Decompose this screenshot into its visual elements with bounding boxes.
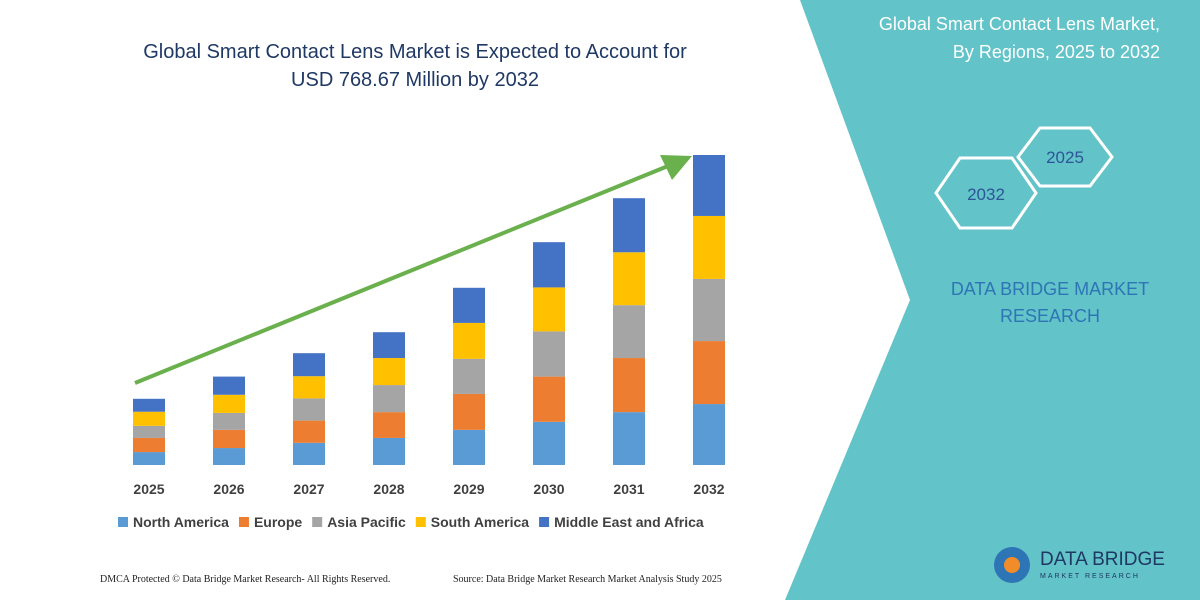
logo-tagline: MARKET RESEARCH [1040, 573, 1140, 580]
bar-segment [693, 215, 725, 279]
bar-segment [213, 448, 245, 465]
bar-segment [133, 411, 165, 426]
x-tick-label: 2025 [133, 481, 164, 497]
bar-segment [133, 398, 165, 412]
bar-segment [533, 421, 565, 465]
x-tick-label: 2029 [453, 481, 484, 497]
hexagon-label: 2032 [967, 185, 1005, 204]
bar-segment [613, 412, 645, 465]
x-tick-label: 2031 [613, 481, 644, 497]
brand-text: DATA BRIDGE MARKET [951, 279, 1149, 299]
bar-segment [373, 437, 405, 465]
legend-label: South America [431, 514, 529, 530]
hexagon [1016, 126, 1114, 188]
bar-segment [453, 322, 485, 359]
bar-segment [693, 155, 725, 216]
x-tick-label: 2030 [533, 481, 564, 497]
legend-swatch [539, 517, 550, 527]
x-tick-label: 2032 [693, 481, 724, 497]
bar-segment [293, 420, 325, 443]
bar-segment [133, 452, 165, 465]
x-tick-label: 2028 [373, 481, 404, 497]
bar-segment [453, 393, 485, 430]
bar-segment [613, 305, 645, 359]
legend-swatch [415, 517, 426, 527]
bar-segment [373, 412, 405, 438]
panel-title: By Regions, 2025 to 2032 [953, 42, 1160, 62]
bar-segment [213, 376, 245, 395]
bar-segment [133, 437, 165, 453]
legend-label: Asia Pacific [327, 514, 406, 530]
x-tick-label: 2027 [293, 481, 324, 497]
bar-segment [533, 287, 565, 332]
panel-title: Global Smart Contact Lens Market, [879, 14, 1160, 34]
bar-segment [133, 425, 165, 438]
bar-segment [293, 353, 325, 377]
hexagon [934, 156, 1038, 230]
chart-title: Global Smart Contact Lens Market is Expe… [143, 41, 687, 91]
bar-segment [613, 252, 645, 306]
bar-segment [453, 358, 485, 394]
legend-swatch [312, 517, 323, 527]
bar-segment [453, 287, 485, 323]
logo-icon [1004, 557, 1020, 573]
bar-segment [693, 341, 725, 405]
legend-swatch [118, 517, 128, 527]
legend-swatch [238, 517, 249, 527]
bar-segment [533, 331, 565, 377]
bar-segment [453, 429, 485, 465]
hexagon-label: 2025 [1046, 148, 1084, 167]
trend-arrow [134, 164, 669, 385]
bar-segment [693, 278, 725, 342]
bar-segment [533, 376, 565, 422]
bar-segment [293, 376, 325, 399]
legend-label: Europe [254, 514, 302, 530]
bar-segment [533, 242, 565, 288]
bar-segment [213, 394, 245, 413]
bar-segment [373, 332, 405, 359]
bar-segment [613, 358, 645, 413]
bar-segment [293, 442, 325, 465]
bar-segment [373, 385, 405, 413]
footer-left: DMCA Protected © Data Bridge Market Rese… [100, 574, 390, 585]
side-panel [785, 0, 1200, 600]
bar-segment [373, 358, 405, 386]
legend-label: North America [133, 514, 229, 530]
bar-segment [293, 398, 325, 421]
footer-right: Source: Data Bridge Market Research Mark… [453, 574, 722, 585]
bar-segment [213, 429, 245, 449]
bar-segment [613, 198, 645, 253]
brand-text: RESEARCH [1000, 306, 1100, 326]
bar-segment [213, 412, 245, 430]
bar-segment [693, 404, 725, 465]
legend-label: Middle East and Africa [554, 514, 704, 530]
trend-arrowhead [660, 155, 692, 180]
logo-name: DATA BRIDGE [1040, 549, 1165, 570]
x-tick-label: 2026 [213, 481, 244, 497]
